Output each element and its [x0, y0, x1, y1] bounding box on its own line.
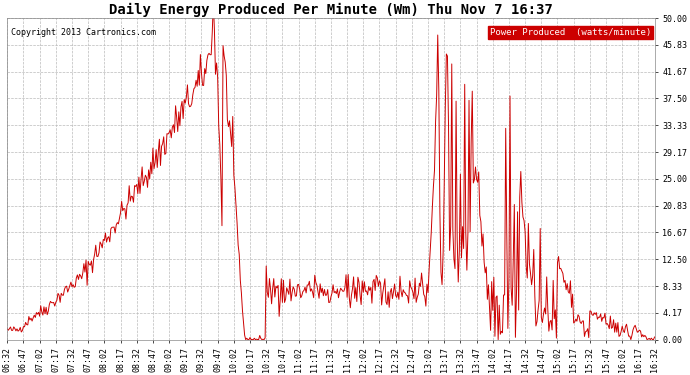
Title: Daily Energy Produced Per Minute (Wm) Thu Nov 7 16:37: Daily Energy Produced Per Minute (Wm) Th… [109, 3, 553, 17]
Text: Copyright 2013 Cartronics.com: Copyright 2013 Cartronics.com [10, 28, 155, 37]
Text: Power Produced  (watts/minute): Power Produced (watts/minute) [490, 28, 651, 37]
